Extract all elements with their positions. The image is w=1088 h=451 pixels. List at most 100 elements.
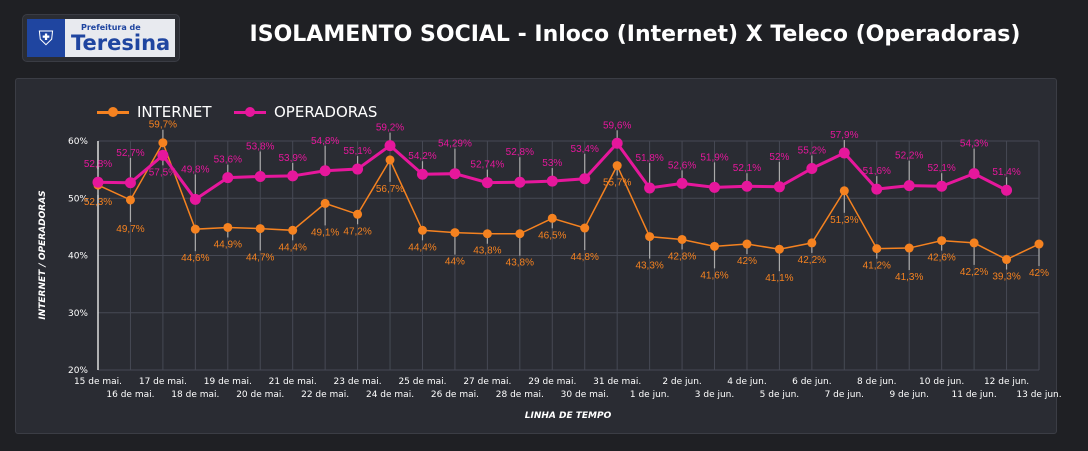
data-label: 51,6%	[863, 166, 891, 177]
crest-icon: ⛨	[27, 19, 65, 57]
data-point	[903, 180, 915, 192]
x-tick-label: 9 de jun.	[889, 390, 928, 400]
data-label: 44,9%	[214, 239, 242, 250]
data-point	[773, 181, 785, 193]
data-label: 42,2%	[798, 255, 826, 266]
data-point	[287, 170, 299, 182]
x-tick-label: 1 de jun.	[630, 390, 669, 400]
x-tick-label: 17 de mai.	[139, 377, 187, 387]
data-label: 54,8%	[311, 136, 339, 147]
data-point	[546, 175, 558, 187]
legend-operadoras-label: OPERADORAS	[274, 103, 378, 121]
data-label: 54,3%	[960, 139, 988, 150]
data-point	[709, 181, 721, 193]
x-tick-label: 3 de jun.	[695, 390, 734, 400]
legend-internet-label: INTERNET	[137, 103, 212, 121]
data-label: 44,4%	[279, 242, 307, 253]
data-label: 51,8%	[635, 153, 663, 164]
data-label: 54,2%	[408, 151, 436, 162]
data-point	[936, 180, 948, 192]
data-label: 51,3%	[830, 215, 858, 226]
legend-operadoras-marker	[234, 106, 266, 117]
data-label: 44,8%	[571, 252, 599, 263]
data-point	[449, 168, 461, 180]
x-tick-label: 4 de jun.	[727, 377, 766, 387]
y-tick-label: 40%	[68, 252, 88, 262]
data-label: 52,6%	[668, 160, 696, 171]
data-point	[872, 244, 882, 254]
x-tick-label: 12 de jun.	[984, 377, 1029, 387]
data-point	[125, 195, 135, 205]
x-tick-label: 15 de mai.	[74, 377, 122, 387]
data-label: 52,1%	[927, 163, 955, 174]
y-tick-label: 50%	[68, 194, 88, 204]
data-point	[937, 236, 947, 246]
data-point	[839, 186, 849, 196]
logo-name: Teresina	[71, 31, 171, 55]
data-point	[677, 234, 687, 244]
data-point	[353, 209, 363, 219]
y-axis-title: INTERNET / OPERADORAS	[38, 190, 48, 319]
data-point	[871, 183, 883, 195]
data-point	[189, 193, 201, 205]
data-point	[319, 165, 331, 177]
data-label: 49,7%	[116, 224, 144, 235]
data-label: 44,7%	[246, 253, 274, 264]
data-point	[482, 229, 492, 239]
x-tick-label: 28 de mai.	[496, 390, 544, 400]
x-tick-label: 22 de mai.	[301, 390, 349, 400]
data-label: 55,7%	[603, 178, 631, 189]
data-point	[904, 243, 914, 253]
legend-internet-marker	[97, 106, 129, 117]
x-tick-label: 25 de mai.	[398, 377, 446, 387]
data-point	[969, 238, 979, 248]
data-point	[645, 232, 655, 242]
data-label: 57,9%	[830, 130, 858, 141]
data-label: 52,2%	[895, 151, 923, 162]
x-tick-label: 16 de mai.	[106, 390, 154, 400]
y-tick-label: 20%	[68, 366, 88, 376]
data-point	[320, 198, 330, 208]
data-point	[838, 147, 850, 159]
data-label: 57,5%	[149, 167, 177, 178]
data-label: 51,9%	[700, 152, 728, 163]
data-label: 41,3%	[895, 272, 923, 283]
data-point	[222, 172, 234, 184]
data-label: 42,2%	[960, 267, 988, 278]
legend-internet[interactable]: INTERNET	[97, 103, 212, 121]
page-title: ISOLAMENTO SOCIAL - Inloco (Internet) X …	[249, 22, 1021, 47]
data-label: 44,4%	[408, 242, 436, 253]
data-point	[450, 228, 460, 238]
data-point	[807, 238, 817, 248]
data-label: 59,6%	[603, 120, 631, 131]
legend-operadoras[interactable]: OPERADORAS	[234, 103, 377, 121]
data-label: 42,6%	[927, 253, 955, 264]
data-label: 59,2%	[376, 123, 404, 134]
data-point	[254, 170, 266, 182]
data-label: 53,6%	[214, 155, 242, 166]
data-point	[92, 176, 104, 188]
x-tick-label: 26 de mai.	[431, 390, 479, 400]
data-label: 41,2%	[863, 261, 891, 272]
data-point	[515, 229, 525, 239]
data-label: 51,4%	[992, 167, 1020, 178]
data-label: 52%	[769, 152, 789, 163]
data-point	[644, 182, 656, 194]
data-point	[481, 177, 493, 189]
data-point	[385, 155, 395, 165]
x-tick-label: 13 de jun.	[1016, 390, 1061, 400]
data-point	[774, 244, 784, 254]
x-tick-label: 27 de mai.	[463, 377, 511, 387]
data-label: 56,7%	[376, 184, 404, 195]
x-tick-label: 19 de mai.	[204, 377, 252, 387]
data-label: 53,8%	[246, 141, 274, 152]
x-tick-label: 29 de mai.	[528, 377, 576, 387]
data-label: 42%	[737, 256, 757, 267]
data-label: 52,3%	[84, 197, 112, 208]
data-label: 46,5%	[538, 230, 566, 241]
x-tick-label: 23 de mai.	[334, 377, 382, 387]
data-label: 52,7%	[116, 148, 144, 159]
x-tick-label: 20 de mai.	[236, 390, 284, 400]
data-point	[806, 162, 818, 174]
